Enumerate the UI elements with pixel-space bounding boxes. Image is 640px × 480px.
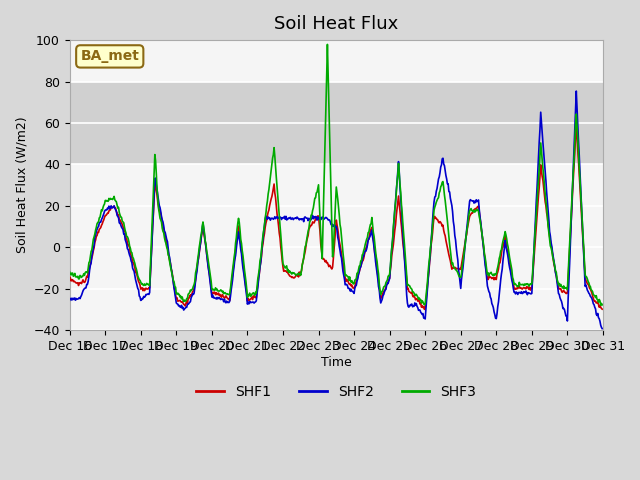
Bar [70, 82, 603, 164]
Y-axis label: Soil Heat Flux (W/m2): Soil Heat Flux (W/m2) [15, 117, 28, 253]
Text: BA_met: BA_met [80, 49, 139, 63]
X-axis label: Time: Time [321, 356, 351, 369]
Legend: SHF1, SHF2, SHF3: SHF1, SHF2, SHF3 [191, 379, 482, 404]
Title: Soil Heat Flux: Soil Heat Flux [274, 15, 399, 33]
